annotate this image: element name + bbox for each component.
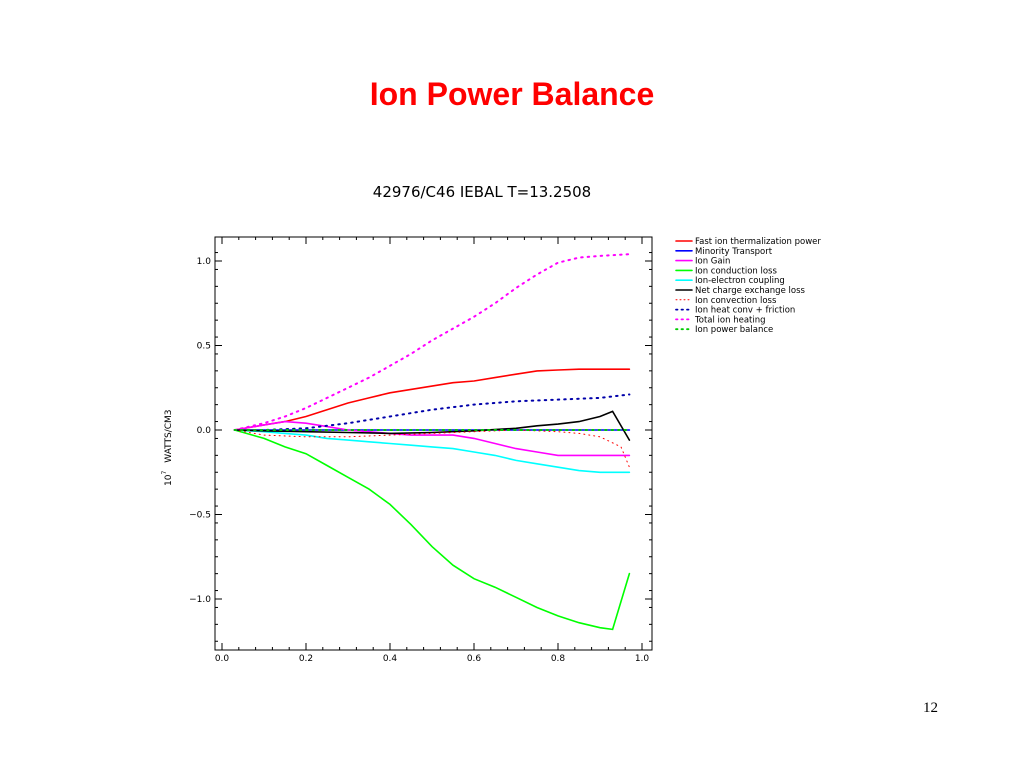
legend-label: Ion heat conv + friction <box>695 306 795 316</box>
series-line <box>234 429 630 468</box>
series-line <box>233 368 631 431</box>
legend-label: Ion Gain <box>695 257 730 267</box>
plot-frame <box>214 236 653 651</box>
y-axis-label: 107 WATTS/CM3 <box>161 409 174 486</box>
legend-label: Minority Transport <box>695 247 773 257</box>
y-axis-label-exponent: 7 <box>161 471 168 475</box>
legend-label: Net charge exchange loss <box>695 286 805 296</box>
series-line <box>233 253 631 431</box>
y-axis-label-prefix: 10 <box>164 474 174 486</box>
x-axis: 0.0 0.2 0.4 0.6 0.8 1.0 <box>215 237 650 664</box>
x-tick-label: 0.8 <box>551 654 566 664</box>
y-tick-label: 0.5 <box>197 342 211 352</box>
x-tick-label: 0.0 <box>215 654 230 664</box>
legend-label: Ion-electron coupling <box>695 276 785 286</box>
x-tick-label: 0.4 <box>383 654 398 664</box>
legend-label: Ion power balance <box>695 325 773 335</box>
y-axis-label-units: WATTS/CM3 <box>164 409 174 462</box>
series-line <box>233 429 631 474</box>
y-tick-label: 1.0 <box>197 257 212 267</box>
legend-label: Ion convection loss <box>695 296 777 306</box>
legend-label: Fast ion thermalization power <box>695 237 821 247</box>
chart-title: 42976/C46 IEBAL T=13.2508 <box>373 183 591 201</box>
x-tick-label: 1.0 <box>635 654 650 664</box>
y-axis: −1.0 −0.5 0.0 0.5 1.0 <box>189 252 652 642</box>
slide-title: Ion Power Balance <box>369 76 655 112</box>
x-tick-label: 0.2 <box>299 654 313 664</box>
page-number: 12 <box>923 700 938 716</box>
y-tick-label: 0.0 <box>197 426 212 436</box>
series-layer <box>233 253 631 631</box>
series-line <box>233 420 631 457</box>
y-tick-label: −1.0 <box>189 595 211 605</box>
series-line <box>233 429 631 631</box>
series-line <box>233 393 631 431</box>
legend-label: Ion conduction loss <box>695 266 777 276</box>
y-tick-label: −0.5 <box>189 511 211 521</box>
x-tick-label: 0.6 <box>467 654 482 664</box>
legend-label: Total ion heating <box>694 315 766 325</box>
